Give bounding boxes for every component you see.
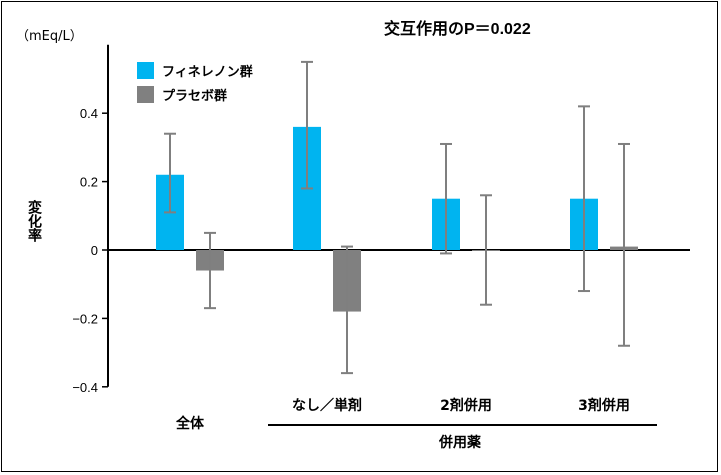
- y-axis-label: 変化率: [26, 199, 42, 243]
- y-tick-label: −0.4: [72, 380, 98, 395]
- error-bars: [164, 60, 630, 375]
- legend-swatch-1: [137, 86, 154, 103]
- x-category-label-3: 3剤併用: [578, 397, 630, 414]
- bars: [156, 126, 638, 312]
- y-tick-label: 0.2: [80, 175, 98, 190]
- legend-label-1: プラセボ群: [162, 88, 227, 104]
- x-category-label-1: なし／単剤: [292, 397, 362, 414]
- x-axis-labels: 全体 なし／単剤 2剤併用 3剤併用: [175, 397, 630, 432]
- chart-title: 交互作用のP＝0.022: [384, 19, 531, 38]
- x-category-label-2: 2剤併用: [440, 397, 492, 414]
- y-unit-label: （mEq/L）: [16, 29, 83, 44]
- group-label: 併用薬: [438, 434, 481, 451]
- legend-label-0: フィネレノン群: [162, 64, 253, 80]
- y-tick-label: 0: [91, 243, 98, 258]
- y-tick-label: −0.2: [72, 311, 98, 326]
- y-tick-label: 0.4: [80, 106, 98, 121]
- legend-swatch-0: [137, 62, 154, 79]
- x-category-label-0: 全体: [175, 415, 205, 432]
